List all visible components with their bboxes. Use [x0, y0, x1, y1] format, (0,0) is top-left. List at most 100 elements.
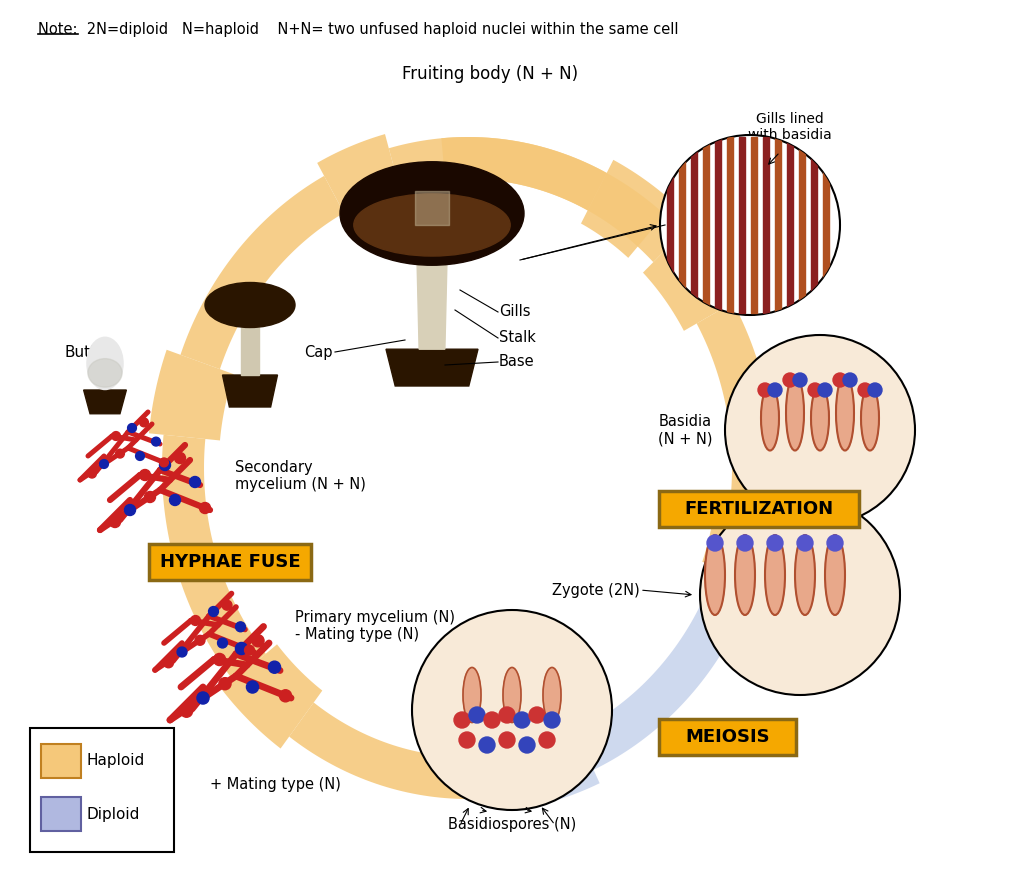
Circle shape	[99, 460, 109, 469]
Bar	[691, 137, 697, 313]
Bar	[727, 137, 733, 313]
Polygon shape	[317, 134, 403, 226]
Circle shape	[539, 732, 555, 748]
Circle shape	[247, 681, 258, 693]
Circle shape	[412, 610, 612, 810]
Polygon shape	[222, 644, 323, 748]
Bar	[739, 137, 745, 313]
Polygon shape	[289, 702, 521, 799]
Circle shape	[544, 712, 560, 728]
Text: MEIOSIS: MEIOSIS	[685, 728, 770, 746]
Ellipse shape	[463, 667, 481, 723]
Circle shape	[768, 383, 782, 397]
Circle shape	[808, 383, 822, 397]
Circle shape	[818, 383, 831, 397]
Polygon shape	[389, 137, 606, 210]
FancyBboxPatch shape	[41, 744, 81, 778]
Polygon shape	[222, 375, 278, 407]
Circle shape	[110, 517, 121, 527]
Ellipse shape	[811, 386, 829, 451]
FancyBboxPatch shape	[659, 719, 796, 755]
Circle shape	[843, 373, 857, 387]
Circle shape	[833, 373, 847, 387]
Circle shape	[737, 535, 753, 551]
Polygon shape	[162, 435, 266, 681]
Circle shape	[139, 418, 148, 427]
Ellipse shape	[354, 194, 510, 256]
Bar	[703, 137, 709, 313]
Ellipse shape	[87, 338, 123, 389]
Polygon shape	[84, 390, 126, 413]
FancyBboxPatch shape	[150, 544, 311, 580]
Text: Basidiospores (N): Basidiospores (N)	[447, 818, 577, 832]
Ellipse shape	[836, 375, 854, 451]
Polygon shape	[696, 303, 774, 515]
Bar	[799, 137, 805, 313]
Text: Cap: Cap	[304, 345, 333, 359]
Bar	[787, 137, 793, 313]
Circle shape	[160, 458, 168, 467]
Ellipse shape	[795, 535, 815, 615]
Circle shape	[217, 638, 227, 648]
Text: Haploid: Haploid	[87, 754, 145, 769]
Circle shape	[174, 453, 185, 463]
Circle shape	[209, 607, 218, 617]
Polygon shape	[441, 137, 683, 262]
Ellipse shape	[340, 162, 524, 266]
Text: FERTILIZATION: FERTILIZATION	[684, 500, 834, 518]
Text: Zygote (2N): Zygote (2N)	[552, 583, 640, 598]
Circle shape	[177, 647, 187, 657]
Text: Gills: Gills	[499, 305, 530, 320]
Circle shape	[170, 495, 180, 505]
Circle shape	[758, 383, 772, 397]
Circle shape	[499, 732, 515, 748]
Bar	[715, 137, 721, 313]
Text: + Mating type (N): + Mating type (N)	[210, 778, 341, 792]
Circle shape	[180, 705, 193, 717]
Circle shape	[164, 658, 173, 667]
Text: Basidia
(N + N): Basidia (N + N)	[657, 413, 713, 446]
Text: Diploid: Diploid	[87, 806, 140, 822]
Circle shape	[197, 692, 209, 704]
Ellipse shape	[543, 667, 561, 723]
Circle shape	[152, 437, 161, 446]
Ellipse shape	[825, 535, 845, 615]
Circle shape	[783, 373, 797, 387]
Circle shape	[868, 383, 882, 397]
Bar	[751, 137, 757, 313]
Circle shape	[529, 707, 545, 723]
Circle shape	[767, 535, 783, 551]
Polygon shape	[643, 222, 745, 331]
Text: Gills lined
with basidia: Gills lined with basidia	[749, 111, 831, 142]
Circle shape	[252, 634, 264, 647]
Polygon shape	[577, 567, 756, 770]
Circle shape	[499, 707, 515, 723]
Circle shape	[213, 653, 225, 666]
Circle shape	[469, 707, 485, 723]
Circle shape	[189, 477, 201, 487]
Circle shape	[797, 535, 813, 551]
FancyBboxPatch shape	[30, 728, 174, 852]
Polygon shape	[416, 214, 449, 349]
Circle shape	[459, 732, 475, 748]
Circle shape	[245, 645, 254, 655]
Circle shape	[660, 135, 840, 315]
Circle shape	[190, 616, 201, 625]
Ellipse shape	[735, 535, 755, 615]
Text: Note:  2N=diploid   N=haploid    N+N= two unfused haploid nuclei within the same: Note: 2N=diploid N=haploid N+N= two unfu…	[38, 22, 679, 37]
Polygon shape	[511, 718, 600, 808]
Ellipse shape	[88, 359, 122, 388]
Polygon shape	[180, 176, 344, 369]
Circle shape	[236, 642, 248, 655]
Circle shape	[219, 678, 231, 690]
Circle shape	[725, 335, 915, 525]
Circle shape	[236, 622, 246, 632]
Bar	[667, 137, 673, 313]
Circle shape	[88, 470, 96, 478]
Circle shape	[280, 690, 292, 702]
Bar	[823, 137, 829, 313]
Polygon shape	[581, 159, 674, 257]
FancyBboxPatch shape	[41, 797, 81, 831]
Circle shape	[139, 470, 151, 480]
FancyBboxPatch shape	[659, 491, 859, 527]
